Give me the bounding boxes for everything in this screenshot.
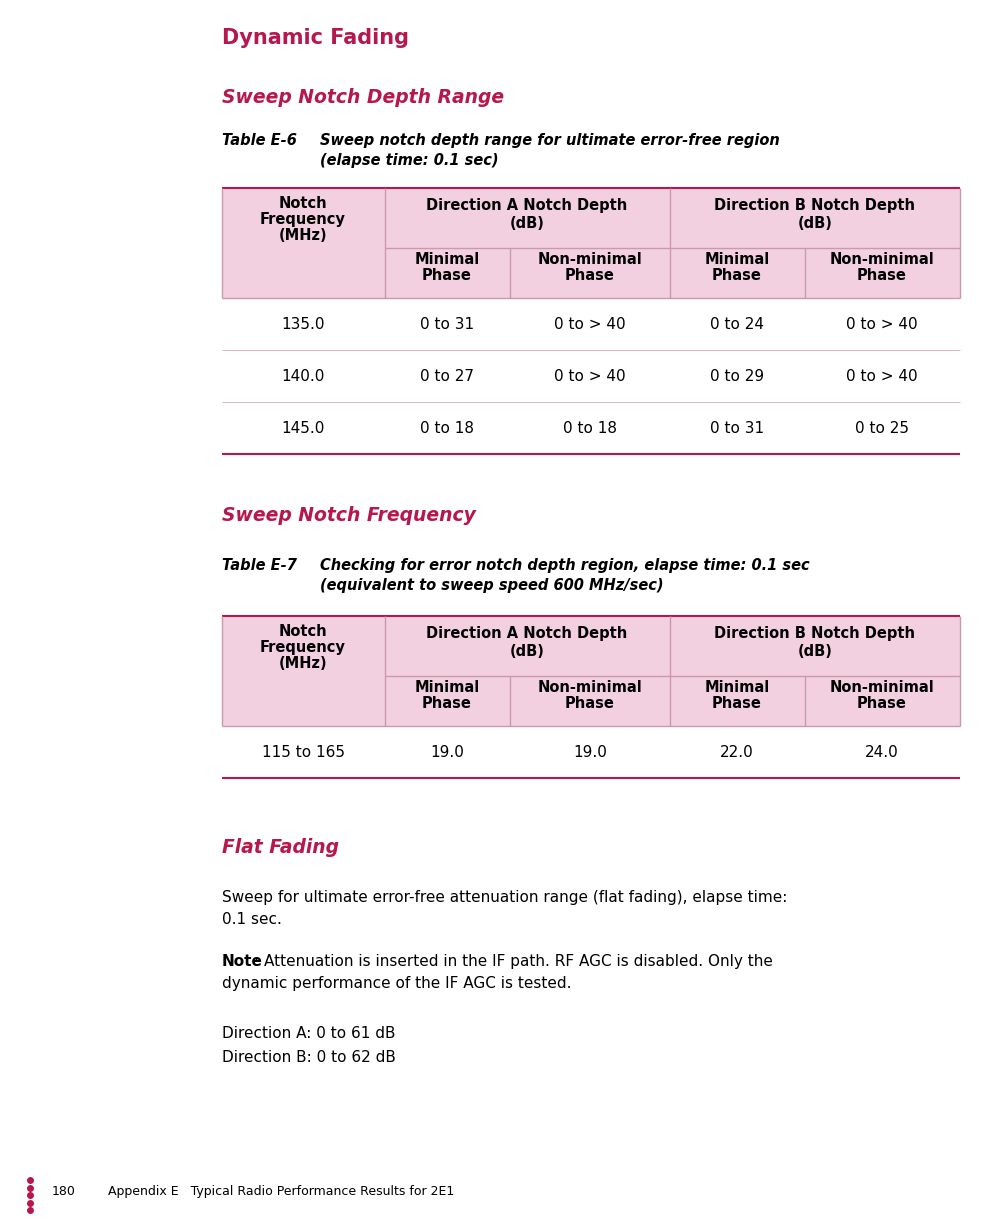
Text: Direction B: 0 to 62 dB: Direction B: 0 to 62 dB <box>222 1050 396 1065</box>
Text: Phase: Phase <box>565 267 615 283</box>
Text: Table E-7: Table E-7 <box>222 558 297 573</box>
Text: Phase: Phase <box>712 267 762 283</box>
Text: 22.0: 22.0 <box>720 745 754 759</box>
Text: 0 to > 40: 0 to > 40 <box>554 369 626 383</box>
Text: Sweep notch depth range for ultimate error-free region: Sweep notch depth range for ultimate err… <box>320 133 779 148</box>
Text: Sweep Notch Depth Range: Sweep Notch Depth Range <box>222 88 504 107</box>
Text: Minimal: Minimal <box>705 252 769 267</box>
Text: 0 to 25: 0 to 25 <box>855 421 909 436</box>
Text: Phase: Phase <box>565 696 615 711</box>
Text: Direction A: 0 to 61 dB: Direction A: 0 to 61 dB <box>222 1026 396 1042</box>
Text: Note: Note <box>222 954 263 969</box>
Text: 19.0: 19.0 <box>430 745 463 759</box>
Text: (MHz): (MHz) <box>278 656 328 672</box>
Text: Direction B Notch Depth: Direction B Notch Depth <box>714 626 915 641</box>
Text: 24.0: 24.0 <box>865 745 898 759</box>
Text: dynamic performance of the IF AGC is tested.: dynamic performance of the IF AGC is tes… <box>222 976 572 991</box>
Text: 145.0: 145.0 <box>281 421 325 436</box>
Bar <box>222 188 960 298</box>
Text: 0 to 27: 0 to 27 <box>420 369 474 383</box>
Text: Checking for error notch depth region, elapse time: 0.1 sec: Checking for error notch depth region, e… <box>320 558 810 573</box>
Text: Phase: Phase <box>422 267 472 283</box>
Bar <box>222 617 960 726</box>
Text: Minimal: Minimal <box>705 680 769 695</box>
Text: 135.0: 135.0 <box>281 317 325 332</box>
Text: (dB): (dB) <box>510 216 544 231</box>
Text: 0 to 31: 0 to 31 <box>709 421 764 436</box>
Text: (dB): (dB) <box>798 216 832 231</box>
Text: 0 to > 40: 0 to > 40 <box>554 317 626 332</box>
Text: Flat Fading: Flat Fading <box>222 838 339 857</box>
Text: Phase: Phase <box>857 267 907 283</box>
Text: 19.0: 19.0 <box>573 745 607 759</box>
Text: Sweep Notch Frequency: Sweep Notch Frequency <box>222 505 476 525</box>
Text: (equivalent to sweep speed 600 MHz/sec): (equivalent to sweep speed 600 MHz/sec) <box>320 578 663 593</box>
Text: 0 to 18: 0 to 18 <box>420 421 474 436</box>
Text: 180: 180 <box>52 1186 76 1198</box>
Text: 115 to 165: 115 to 165 <box>262 745 344 759</box>
Text: Sweep for ultimate error-free attenuation range (flat fading), elapse time:: Sweep for ultimate error-free attenuatio… <box>222 890 787 905</box>
Text: (dB): (dB) <box>510 643 544 659</box>
Text: Notch: Notch <box>278 624 328 639</box>
Text: (elapse time: 0.1 sec): (elapse time: 0.1 sec) <box>320 153 499 168</box>
Text: : Attenuation is inserted in the IF path. RF AGC is disabled. Only the: : Attenuation is inserted in the IF path… <box>254 954 772 969</box>
Text: Phase: Phase <box>712 696 762 711</box>
Text: Appendix E   Typical Radio Performance Results for 2E1: Appendix E Typical Radio Performance Res… <box>108 1186 455 1198</box>
Text: 0 to > 40: 0 to > 40 <box>846 317 918 332</box>
Text: Non-minimal: Non-minimal <box>537 252 643 267</box>
Text: Direction B Notch Depth: Direction B Notch Depth <box>714 198 915 212</box>
Text: Phase: Phase <box>422 696 472 711</box>
Text: Phase: Phase <box>857 696 907 711</box>
Text: Minimal: Minimal <box>414 680 479 695</box>
Text: 0 to 18: 0 to 18 <box>563 421 617 436</box>
Text: Notch: Notch <box>278 197 328 211</box>
Text: 140.0: 140.0 <box>281 369 325 383</box>
Text: (MHz): (MHz) <box>278 228 328 243</box>
Text: Non-minimal: Non-minimal <box>830 680 935 695</box>
Text: Direction A Notch Depth: Direction A Notch Depth <box>426 198 628 212</box>
Text: Table E-6: Table E-6 <box>222 133 297 148</box>
Text: Dynamic Fading: Dynamic Fading <box>222 28 409 48</box>
Text: 0 to 29: 0 to 29 <box>709 369 764 383</box>
Text: 0 to > 40: 0 to > 40 <box>846 369 918 383</box>
Text: Frequency: Frequency <box>260 640 346 654</box>
Text: Non-minimal: Non-minimal <box>537 680 643 695</box>
Text: Non-minimal: Non-minimal <box>830 252 935 267</box>
Text: Direction A Notch Depth: Direction A Notch Depth <box>426 626 628 641</box>
Text: 0 to 31: 0 to 31 <box>420 317 474 332</box>
Text: Frequency: Frequency <box>260 212 346 227</box>
Text: 0.1 sec.: 0.1 sec. <box>222 912 281 927</box>
Text: (dB): (dB) <box>798 643 832 659</box>
Text: 0 to 24: 0 to 24 <box>710 317 764 332</box>
Text: Minimal: Minimal <box>414 252 479 267</box>
